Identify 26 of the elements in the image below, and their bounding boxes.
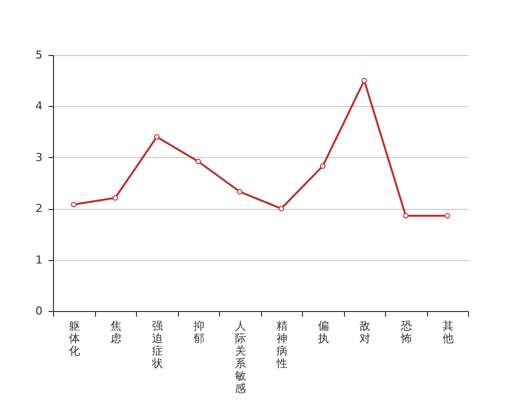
- x-tick-label: 精神病性: [275, 320, 288, 370]
- x-tick-label: 其他: [442, 320, 454, 345]
- y-tick-label: 0: [36, 304, 42, 318]
- point: [362, 78, 367, 84]
- x-tick-label: 强迫症状: [150, 320, 163, 370]
- y-tick-label: 2: [36, 202, 42, 216]
- point: [444, 213, 450, 218]
- x-tick-label: 抑郁: [193, 320, 204, 345]
- x-tick-label: 躯体化: [68, 320, 80, 358]
- point: [154, 134, 160, 140]
- point: [71, 202, 76, 208]
- x-tick-label: 偏执: [318, 320, 329, 345]
- point: [403, 213, 408, 218]
- point: [278, 206, 284, 212]
- point: [237, 188, 242, 194]
- point: [196, 158, 201, 164]
- y-tick-label: 1: [36, 253, 42, 266]
- x-tick-label: 人际关系敏感: [234, 320, 246, 395]
- point: [112, 195, 118, 201]
- x-tick-label: 焦虑: [110, 320, 122, 345]
- point: [320, 163, 326, 169]
- x-tick-label: 恐怖: [400, 320, 412, 345]
- y-tick-label: 5: [36, 48, 42, 62]
- y-tick-label: 4: [36, 100, 42, 113]
- y-tick-label: 3: [36, 150, 42, 164]
- x-tick-label: 敌对: [359, 320, 370, 345]
